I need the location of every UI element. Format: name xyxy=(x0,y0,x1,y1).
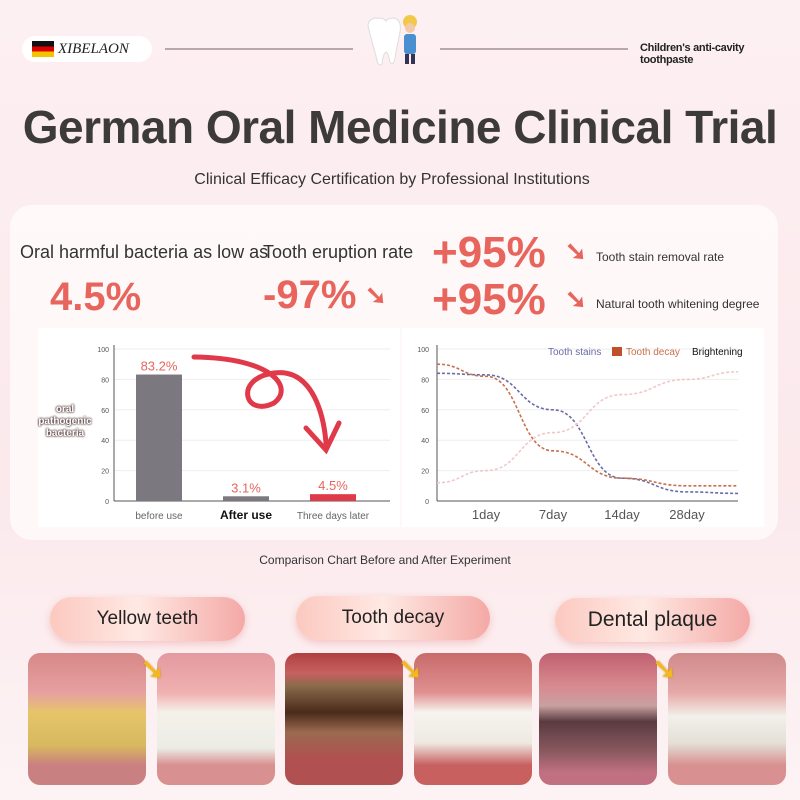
data-label: 83.2% xyxy=(141,359,178,374)
comparison-label: Dental plaque xyxy=(555,598,750,642)
y-tick-label: 0 xyxy=(425,499,429,506)
bar-chart-panel: 0 20 40 60 80 100 83.2% before use 3.1% After use… xyxy=(38,328,400,527)
x-tick-label: After use xyxy=(220,508,272,522)
x-tick-label: 28day xyxy=(669,507,705,522)
bar-chart: 0 20 40 60 80 100 83.2% before use 3.1% After use… xyxy=(97,345,390,522)
x-tick-label: before use xyxy=(135,511,183,522)
arrow-icon: ➘ xyxy=(140,653,166,686)
stat-label: Oral harmful bacteria as low as xyxy=(20,242,269,262)
stat-value: 4.5% xyxy=(50,275,142,319)
legend-entry: Tooth stains xyxy=(548,347,601,358)
page-title: German Oral Medicine Clinical Trial xyxy=(22,101,778,153)
y-tick-label: 100 xyxy=(417,347,429,354)
page-subtitle: Clinical Efficacy Certification by Profe… xyxy=(194,171,590,188)
tooth-mascot-icon xyxy=(367,15,417,66)
x-tick-label: 7day xyxy=(539,507,568,522)
data-label: 4.5% xyxy=(318,478,348,493)
y-tick-label: 80 xyxy=(101,377,109,384)
down-arrow-icon: ➘ xyxy=(565,236,587,266)
series-line xyxy=(436,363,738,487)
stat-value: -97% xyxy=(263,273,357,317)
y-tick-label: 40 xyxy=(101,438,109,445)
stat-label: Natural tooth whitening degree xyxy=(596,297,760,311)
legend-entry: Brightening xyxy=(692,347,743,358)
after-photo-yellow-teeth xyxy=(157,653,275,785)
stat-value: +95% xyxy=(432,275,546,324)
brand-logo: XIBELAON xyxy=(22,36,152,62)
y-tick-label: 20 xyxy=(421,469,429,476)
series-line xyxy=(436,371,739,484)
y-tick-label: 60 xyxy=(101,408,109,415)
stat-label: Tooth eruption rate xyxy=(263,242,414,262)
before-photo-tooth-decay xyxy=(285,653,403,785)
red-arrow xyxy=(191,354,329,446)
divider xyxy=(165,48,353,50)
before-photo-dental-plaque xyxy=(539,653,657,785)
legend-swatch xyxy=(612,347,622,356)
stat-label: Tooth stain removal rate xyxy=(596,250,725,264)
down-arrow-icon: ➘ xyxy=(365,280,387,310)
y-axis-label: oral pathogenic bacteria xyxy=(38,404,92,439)
arrow-icon: ➘ xyxy=(398,653,424,686)
y-tick-label: 80 xyxy=(421,377,429,384)
comparison-label: Yellow teeth xyxy=(50,597,245,641)
bar xyxy=(223,496,269,501)
brand-name: XIBELAON xyxy=(58,40,129,57)
divider xyxy=(440,48,628,50)
arrow-icon: ➘ xyxy=(652,653,678,686)
after-photo-dental-plaque xyxy=(668,653,786,785)
line-chart: 0 20 40 60 80 100 1day 7day 14day 28day Tooth stai… xyxy=(417,345,743,522)
arrow-head xyxy=(303,420,342,455)
x-tick-label: 14day xyxy=(604,507,640,522)
comparison-label: Tooth decay xyxy=(296,596,490,640)
after-photo-tooth-decay xyxy=(414,653,532,785)
y-tick-label: 60 xyxy=(421,408,429,415)
x-tick-label: 1day xyxy=(472,507,501,522)
legend-entry: Tooth decay xyxy=(626,347,680,358)
y-tick-label: 40 xyxy=(421,438,429,445)
stat-value: +95% xyxy=(432,228,546,277)
data-label: 3.1% xyxy=(231,480,261,495)
y-tick-label: 20 xyxy=(101,469,109,476)
down-arrow-icon: ➘ xyxy=(565,284,587,314)
chart-caption: Comparison Chart Before and After Experi… xyxy=(259,553,511,567)
before-photo-yellow-teeth xyxy=(28,653,146,785)
series-line xyxy=(436,372,739,495)
bar xyxy=(310,494,356,501)
line-chart-panel: 0 20 40 60 80 100 1day 7day 14day 28day Tooth stai… xyxy=(402,328,764,527)
tagline: Children's anti-cavity toothpaste xyxy=(640,42,745,66)
bar xyxy=(136,374,182,501)
y-tick-label: 0 xyxy=(105,499,109,506)
x-tick-label: Three days later xyxy=(297,511,370,522)
y-tick-label: 100 xyxy=(97,347,109,354)
german-flag-icon xyxy=(32,41,54,57)
